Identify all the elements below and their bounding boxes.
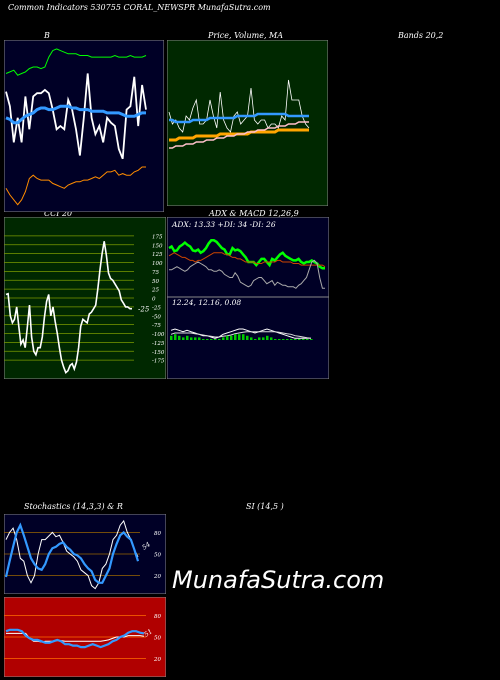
cci-tick-label: 0: [152, 297, 156, 303]
cci-tick-label: -50: [152, 314, 161, 320]
macd-histogram-bar: [182, 337, 185, 340]
macd-histogram-bar: [170, 335, 173, 340]
macd-histogram-bar: [306, 339, 309, 340]
cci-tick-label: 25: [151, 288, 159, 294]
rsi-title: SI (14,5 ): [246, 502, 284, 511]
macd-series-line: [170, 328, 311, 339]
macd-histogram-bar: [206, 339, 209, 340]
stoch-tick-label: 20: [153, 574, 161, 580]
macd-histogram-bar: [294, 339, 297, 340]
price-title: Price, Volume, MA: [208, 31, 284, 40]
rsi-tick-label: 80: [154, 614, 161, 620]
macd-histogram-bar: [226, 335, 229, 340]
rsi-tick-label: 50: [154, 636, 161, 642]
adx-macd-chart: ADX: 13.33 +DI: 34 -DI: 26 12.24, 12.16,…: [167, 217, 329, 379]
stoch-series-line: [4, 522, 140, 584]
bollinger-series-line: [5, 166, 146, 206]
cci-last-value: -25: [138, 306, 150, 314]
macd-histogram-bar: [178, 335, 181, 340]
cci-title: CCI 20: [44, 209, 73, 218]
macd-histogram-bar: [186, 335, 189, 340]
macd-histogram-bar: [202, 339, 205, 340]
macd-histogram-bar: [258, 337, 261, 340]
rsi-last-value: 51: [143, 627, 154, 638]
bands-title: Bands 20,2: [398, 31, 444, 40]
macd-histogram-bar: [278, 339, 281, 340]
rsi-series-line: [5, 628, 145, 649]
cci-tick-label: -125: [152, 341, 165, 347]
macd-histogram-bar: [238, 334, 241, 340]
macd-histogram-bar: [218, 339, 221, 340]
cci-tick-label: 175: [152, 234, 163, 240]
macd-histogram-bar: [198, 337, 201, 340]
macd-histogram-bar: [174, 334, 177, 340]
rsi-tick-label: 20: [153, 657, 161, 663]
macd-histogram-bar: [266, 335, 269, 340]
stoch-tick-label: 50: [154, 553, 161, 559]
stoch-tick-label: 80: [154, 531, 161, 537]
page-title: Common Indicators 530755 CORAL_NEWSPR Mu…: [8, 3, 271, 12]
cci-tick-label: 150: [152, 243, 163, 249]
cci-tick-label: 50: [152, 279, 159, 285]
macd-histogram-bar: [302, 339, 305, 340]
cci-tick-label: 125: [152, 252, 163, 258]
macd-histogram-bar: [274, 339, 277, 340]
macd-histogram-bar: [246, 335, 249, 340]
price-series-line: [169, 112, 309, 124]
cci-tick-label: -100: [152, 332, 165, 338]
price-series-line: [169, 121, 309, 149]
macd-histogram-bar: [210, 339, 213, 340]
cci-tick-label: -150: [152, 350, 165, 356]
rsi-chart: 80 50 20 51: [4, 597, 166, 677]
bollinger-series-line: [5, 48, 147, 76]
adx-series-line: [169, 259, 325, 289]
macd-histogram-bar: [242, 334, 245, 340]
bb-title: B: [44, 31, 50, 40]
bollinger-series-line: [5, 73, 147, 160]
cci-tick-label: 100: [152, 261, 163, 267]
adx-series-line: [168, 252, 326, 268]
macd-histogram-bar: [214, 339, 217, 340]
cci-tick-label: -25: [152, 305, 161, 311]
macd-histogram-bar: [290, 339, 293, 340]
macd-histogram-bar: [298, 339, 301, 340]
macd-histogram-bar: [250, 337, 253, 340]
macd-readout: 12.24, 12.16, 0.08: [172, 298, 241, 307]
macd-histogram-bar: [194, 337, 197, 340]
macd-histogram-bar: [234, 334, 237, 340]
macd-histogram-bar: [190, 337, 193, 340]
cci-chart: 1751501251007550250-25-50-75-100-125-150…: [4, 217, 166, 379]
cci-tick-label: -175: [152, 359, 165, 365]
macd-histogram-bar: [230, 335, 233, 340]
bollinger-chart: [4, 40, 164, 212]
stoch-last-value: 54: [141, 540, 152, 551]
stoch-series-line: [5, 519, 139, 590]
macd-histogram-bar: [282, 339, 285, 340]
adx-series-line: [168, 239, 325, 270]
bollinger-background: [4, 40, 164, 212]
bollinger-series-line: [5, 104, 146, 125]
macd-histogram-bar: [286, 339, 289, 340]
macd-histogram-bar: [262, 337, 265, 340]
macd-histogram-bar: [270, 337, 273, 340]
macd-histogram-bar: [254, 339, 257, 340]
adx-readout: ADX: 13.33 +DI: 34 -DI: 26: [171, 220, 276, 229]
price-background: [167, 40, 328, 206]
stochastics-chart: 80 50 20 54: [4, 514, 166, 594]
adx-title: ADX & MACD 12,26,9: [209, 209, 299, 218]
cci-tick-label: 75: [152, 270, 159, 276]
macd-histogram-bar: [222, 337, 225, 340]
adx-background: [167, 217, 329, 298]
watermark: MunafaSutra.com: [172, 566, 385, 594]
macd-histogram-bar: [310, 339, 313, 340]
cci-tick-label: -75: [152, 323, 161, 329]
cci-line: [5, 241, 132, 374]
macd-series-line: [170, 331, 312, 339]
stoch-title: Stochastics (14,3,3) & R: [24, 502, 123, 511]
price-ma-chart: [167, 40, 328, 206]
